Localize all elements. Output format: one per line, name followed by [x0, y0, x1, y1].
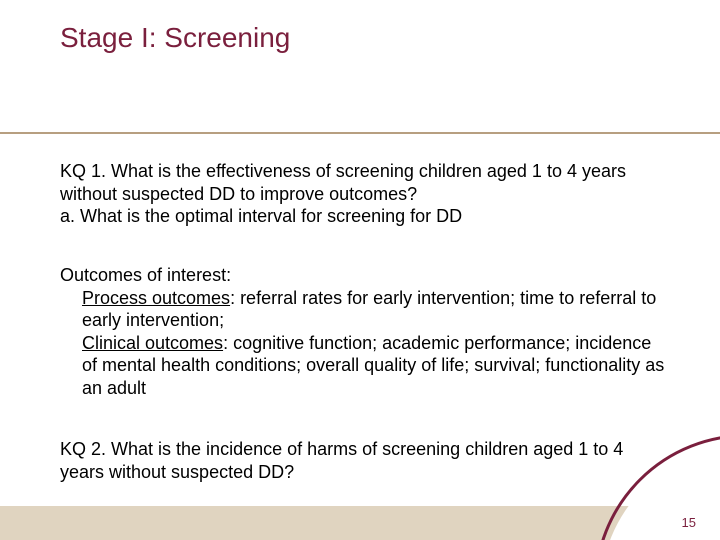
outcomes-heading: Outcomes of interest:	[60, 264, 670, 287]
kq2-block: KQ 2. What is the incidence of harms of …	[60, 438, 670, 483]
kq2-text: KQ 2. What is the incidence of harms of …	[60, 438, 670, 483]
clinical-label: Clinical outcomes	[82, 333, 223, 353]
kq1-block: KQ 1. What is the effectiveness of scree…	[60, 160, 670, 228]
slide-title: Stage I: Screening	[60, 22, 290, 54]
slide: Stage I: Screening KQ 1. What is the eff…	[0, 0, 720, 540]
outcomes-block: Outcomes of interest: Process outcomes: …	[60, 264, 670, 399]
clinical-outcomes-line: Clinical outcomes: cognitive function; a…	[82, 332, 670, 400]
process-outcomes-line: Process outcomes: referral rates for ear…	[82, 287, 670, 332]
divider-rule	[0, 132, 720, 134]
process-label: Process outcomes	[82, 288, 230, 308]
kq1-text: KQ 1. What is the effectiveness of scree…	[60, 160, 670, 205]
kq1-sub-a: a. What is the optimal interval for scre…	[60, 205, 670, 228]
page-number: 15	[682, 515, 696, 530]
